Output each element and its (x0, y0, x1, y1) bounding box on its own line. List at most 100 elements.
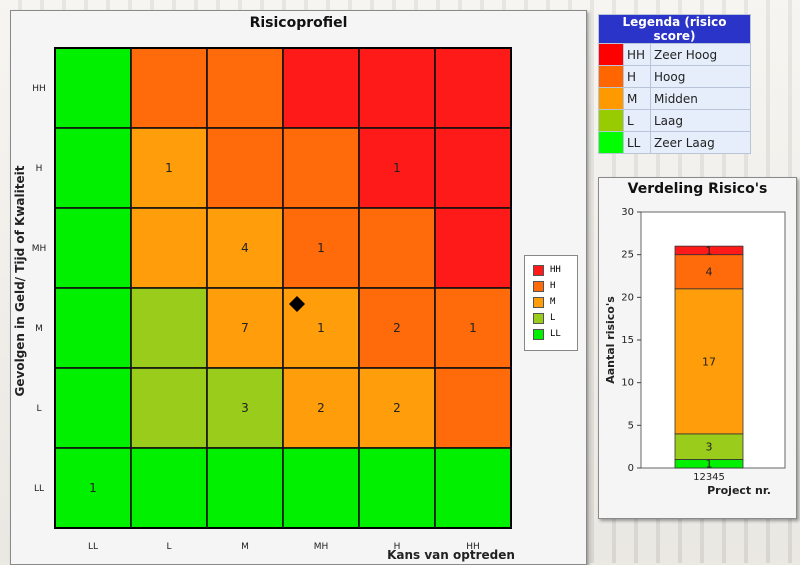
legend-label: H (550, 281, 556, 291)
heatmap-cell-LL-H (358, 447, 436, 529)
legend-code: M (623, 87, 651, 110)
heatmap-cell-HH-HH (434, 47, 512, 129)
heatmap-legend-item: HH (533, 264, 561, 276)
legend-code: L (623, 109, 651, 132)
risk-profile-panel: Risicoprofiel 1 1 4 1 7 1 2 1 3 2 2 1 HH H MH M L LL LL L M M… (10, 10, 587, 565)
bar-y-axis-label: Aantal risico's (604, 296, 617, 384)
heatmap-cell-LL-LL (54, 447, 132, 529)
heatmap-value-label: 1 (317, 241, 325, 255)
legend-code: HH (623, 43, 651, 66)
heatmap-cell-LL-MH (282, 447, 360, 529)
risk-profile-title: Risicoprofiel (249, 15, 348, 31)
bar-segment-label: 17 (702, 355, 716, 368)
heatmap-cell-M-L (130, 287, 208, 369)
legend-color-swatch (598, 65, 624, 88)
heatmap-marker (289, 296, 305, 312)
heatmap-cell-LL-HH (434, 447, 512, 529)
heatmap-value-label: 2 (393, 321, 401, 335)
x-tick-label: L (166, 542, 171, 552)
y-tick-label: M (35, 324, 43, 334)
legend-row-L: L Laag (598, 109, 751, 132)
bar-y-tick-label: 15 (621, 335, 634, 346)
legend-row-M: M Midden (598, 87, 751, 110)
heatmap-cell-MH-H (358, 207, 436, 289)
heatmap-cell-LL-M (206, 447, 284, 529)
bar-segment-HH (674, 245, 744, 256)
legend-color-swatch (598, 87, 624, 110)
bar-segment-label: 3 (706, 441, 713, 454)
y-tick-label: LL (34, 484, 44, 494)
heatmap-cell-L-M (206, 367, 284, 449)
bar-y-tick-label: 0 (628, 463, 634, 474)
heatmap-legend-item: L (533, 312, 555, 324)
risk-distribution-panel: Verdeling Risico's 0 5 10 15 20 25 30 1 3 17 4 1 123… (598, 177, 797, 519)
heatmap-value-label: 1 (393, 161, 401, 175)
y-tick-label: H (36, 164, 43, 174)
bar-segment-label: 1 (706, 244, 713, 257)
legend-code: LL (623, 131, 651, 154)
heatmap-value-label: 2 (317, 401, 325, 415)
heatmap-frame (54, 47, 512, 529)
heatmap-cell-L-L (130, 367, 208, 449)
bar-y-tick-label: 10 (621, 378, 634, 389)
legend-row-HH: HH Zeer Hoog (598, 43, 751, 66)
heatmap-cell-HH-LL (54, 47, 132, 129)
legend-title: Legenda (risico score) (598, 14, 751, 44)
bar-y-tick-label: 20 (621, 292, 634, 303)
bar-segment-L (674, 433, 744, 460)
heatmap-cell-L-HH (434, 367, 512, 449)
legend-swatch (533, 280, 544, 292)
heatmap-cell-M-LL (54, 287, 132, 369)
heatmap-value-label: 7 (241, 321, 249, 335)
heatmap-value-label: 1 (469, 321, 477, 335)
legend-label: HH (550, 265, 561, 275)
bar-y-tick-label: 25 (621, 250, 634, 261)
bar-y-tick-label: 5 (628, 420, 634, 431)
x-tick-label: M (241, 542, 249, 552)
heatmap-cell-L-LL (54, 367, 132, 449)
heatmap-value-label: 1 (317, 321, 325, 335)
legend-swatch (533, 328, 544, 340)
heatmap-value-label: 1 (89, 481, 97, 495)
bar-segment-H (674, 254, 744, 290)
heatmap-cell-L-MH (282, 367, 360, 449)
y-tick-label: MH (32, 244, 47, 254)
heatmap-cell-HH-MH (282, 47, 360, 129)
legend-label: LL (550, 329, 561, 339)
heatmap-legend-item: M (533, 296, 555, 308)
heatmap-cell-H-LL (54, 127, 132, 209)
heatmap-value-label: 3 (241, 401, 249, 415)
heatmap-cell-LL-L (130, 447, 208, 529)
legend-description: Zeer Hoog (650, 43, 751, 66)
legend-color-swatch (598, 131, 624, 154)
heatmap-cell-H-MH (282, 127, 360, 209)
distribution-title: Verdeling Risico's (627, 181, 768, 197)
bar-x-axis-label: Project nr. (707, 484, 771, 497)
x-tick-label: H (394, 542, 401, 552)
y-tick-label: L (36, 404, 41, 414)
heatmap-x-axis-label: Kans van optreden (387, 548, 515, 562)
bar-segment-label: 1 (706, 458, 713, 471)
risk-score-legend-table: Legenda (risico score) HH Zeer Hoog H Hoog M… (598, 14, 751, 154)
legend-description: Hoog (650, 65, 751, 88)
heatmap-y-axis-label: Gevolgen in Geld/ Tijd of Kwaliteit (13, 165, 27, 396)
legend-color-swatch (598, 43, 624, 66)
heatmap-legend-item: LL (533, 328, 561, 340)
legend-label: M (550, 297, 556, 307)
heatmap-value-label: 2 (393, 401, 401, 415)
x-tick-label: HH (466, 542, 480, 552)
heatmap-cell-MH-L (130, 207, 208, 289)
y-tick-label: HH (32, 84, 46, 94)
heatmap-cell-H-M (206, 127, 284, 209)
legend-description: Zeer Laag (650, 131, 751, 154)
heatmap-cell-M-HH (434, 287, 512, 369)
legend-swatch (533, 312, 544, 324)
heatmap-cell-M-H (358, 287, 436, 369)
legend-description: Laag (650, 109, 751, 132)
legend-code: H (623, 65, 651, 88)
legend-label: L (550, 313, 556, 323)
legend-row-LL: LL Zeer Laag (598, 131, 751, 154)
heatmap-cell-MH-LL (54, 207, 132, 289)
heatmap-cell-MH-HH (434, 207, 512, 289)
heatmap-cell-HH-H (358, 47, 436, 129)
